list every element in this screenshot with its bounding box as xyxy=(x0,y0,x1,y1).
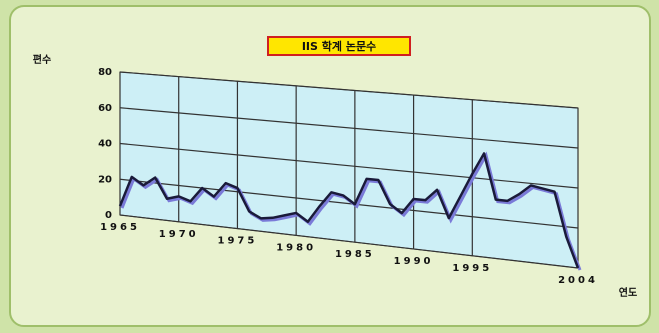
y-tick-label: 40 xyxy=(98,139,112,150)
title-box xyxy=(267,36,411,56)
grid-line xyxy=(119,107,579,149)
x-axis-label: 연도 xyxy=(619,286,637,299)
grid-line xyxy=(119,178,579,229)
x-tick-label: 1975 xyxy=(218,236,258,247)
grid-line xyxy=(119,214,579,269)
y-tick-label: 80 xyxy=(98,67,112,78)
y-tick-label: 60 xyxy=(98,103,112,114)
series-line xyxy=(118,152,580,269)
x-tick-label: 1980 xyxy=(276,242,316,253)
x-tick-label: 1970 xyxy=(159,229,199,240)
y-tick-label: 20 xyxy=(98,174,112,185)
grid-line xyxy=(119,142,579,189)
y-axis-label: 편수 xyxy=(33,53,51,66)
chart-title: IIS 학계 논문수 xyxy=(302,39,376,53)
grid-line xyxy=(119,71,579,109)
y-tick-label: 0 xyxy=(105,210,112,221)
x-tick-label: 1965 xyxy=(100,222,140,233)
x-tick-label: 1985 xyxy=(335,249,375,260)
x-tick-label: 1990 xyxy=(394,256,434,267)
x-tick-label: 2004 xyxy=(558,275,598,286)
x-tick-label: 1995 xyxy=(452,263,492,274)
